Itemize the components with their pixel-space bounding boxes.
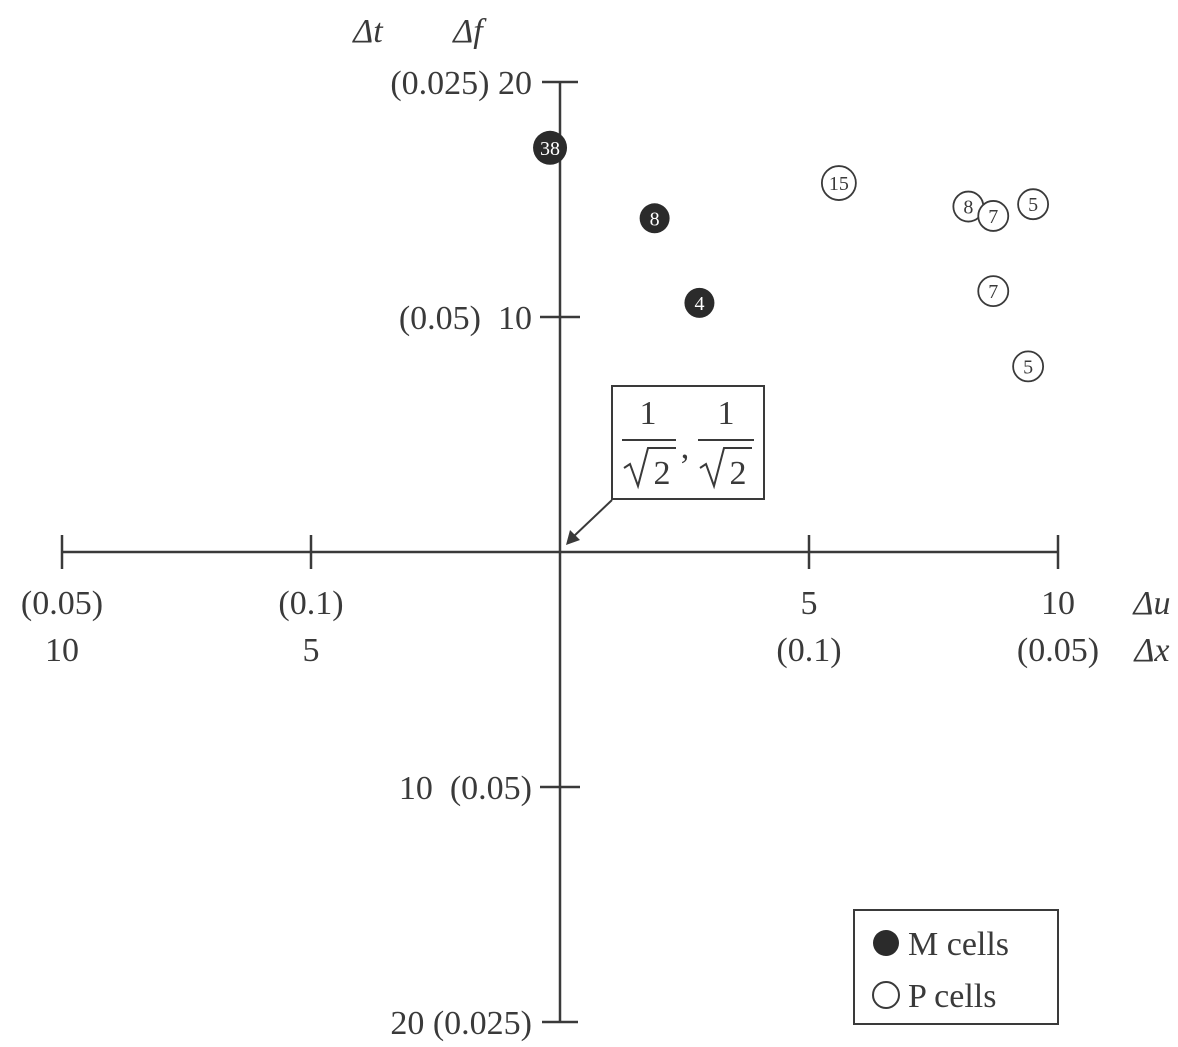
- y-tick-label: 20 (0.025): [390, 1005, 532, 1042]
- y-axis-title-right: Δf: [451, 13, 487, 50]
- y-tick-label: (0.05) 10: [399, 300, 532, 337]
- legend-marker-p-cells: [872, 981, 900, 1009]
- annotation-comma: ,: [681, 429, 690, 466]
- p-cell-point: [977, 275, 1010, 308]
- p-cell-point: [1017, 188, 1049, 221]
- m-cell-point-label: 38: [540, 138, 560, 160]
- x-tick-label-bottom: 10: [45, 632, 79, 669]
- annotation-numerator-1: 1: [640, 395, 657, 432]
- origin-annotation: 1 2 , 1 2: [566, 385, 765, 545]
- p-cell-point-label: 8: [963, 197, 973, 219]
- p-cell-point: [820, 165, 857, 201]
- x-axis-title-top: Δu: [1132, 585, 1171, 622]
- m-cell-point: [533, 130, 568, 165]
- legend: M cells P cells: [853, 909, 1059, 1025]
- x-tick-label-bottom: 5: [303, 632, 320, 669]
- x-ticks: (0.05) 10 (0.1) 5 5 (0.1) 10 (0.05): [21, 535, 1099, 669]
- legend-label-p-cells: P cells: [908, 978, 996, 1015]
- p-cell-point: [977, 200, 1010, 232]
- m-cell-point-label: 4: [694, 293, 704, 315]
- x-axis-title-bottom: Δx: [1132, 632, 1169, 669]
- m-cell-point: [684, 287, 715, 318]
- annotation-radicand-2: 2: [730, 455, 747, 492]
- y-tick-label: 10 (0.05): [399, 770, 532, 807]
- annotation-numerator-2: 1: [718, 395, 735, 432]
- p-cell-point-label: 5: [1023, 356, 1033, 378]
- annotation-radicand-1: 2: [654, 455, 671, 492]
- m-cell-point: [639, 203, 670, 234]
- y-ticks: (0.025) 20 (0.05) 10 10 (0.05) 20 (0.025): [390, 65, 580, 1042]
- annotation-sqrt-sign-2: [699, 447, 752, 490]
- legend-label-m-cells: M cells: [908, 926, 1009, 963]
- y-tick-label: (0.025) 20: [390, 65, 532, 102]
- x-tick-label-top: 10: [1041, 585, 1075, 622]
- p-cell-point-label: 7: [988, 206, 998, 228]
- legend-marker-m-cells: [873, 930, 899, 956]
- annotation-arrow-head: [566, 530, 580, 545]
- p-cell-point-label: 7: [988, 281, 998, 303]
- x-tick-label-bottom: (0.05): [1017, 632, 1099, 669]
- x-tick-label-bottom: (0.1): [776, 632, 841, 669]
- annotation-box: [611, 385, 765, 500]
- m-cell-point-label: 8: [650, 208, 660, 230]
- p-cell-point: [1012, 350, 1045, 383]
- p-cell-point-label: 15: [829, 173, 849, 195]
- x-tick-label-top: (0.1): [278, 585, 343, 622]
- p-cell-point-label: 5: [1028, 194, 1038, 216]
- annotation-sqrt-sign-1: [623, 447, 676, 490]
- y-axis-title-left: Δt: [351, 13, 384, 50]
- annotation-arrow-line: [572, 499, 613, 538]
- x-tick-label-top: 5: [801, 585, 818, 622]
- x-tick-label-top: (0.05): [21, 585, 103, 622]
